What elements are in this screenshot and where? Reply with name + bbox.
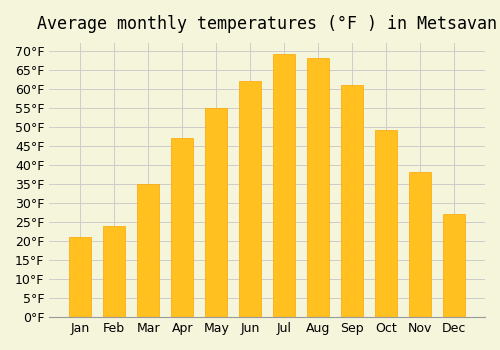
Title: Average monthly temperatures (°F ) in Metsavan: Average monthly temperatures (°F ) in Me… [37,15,497,33]
Bar [69,237,92,317]
Bar [171,138,193,317]
Bar [443,214,465,317]
Bar [239,81,261,317]
Bar [375,131,397,317]
Bar [137,184,159,317]
Bar [273,54,295,317]
Bar [409,173,431,317]
Bar [341,85,363,317]
Bar [205,108,227,317]
Bar [307,58,329,317]
Bar [103,226,126,317]
